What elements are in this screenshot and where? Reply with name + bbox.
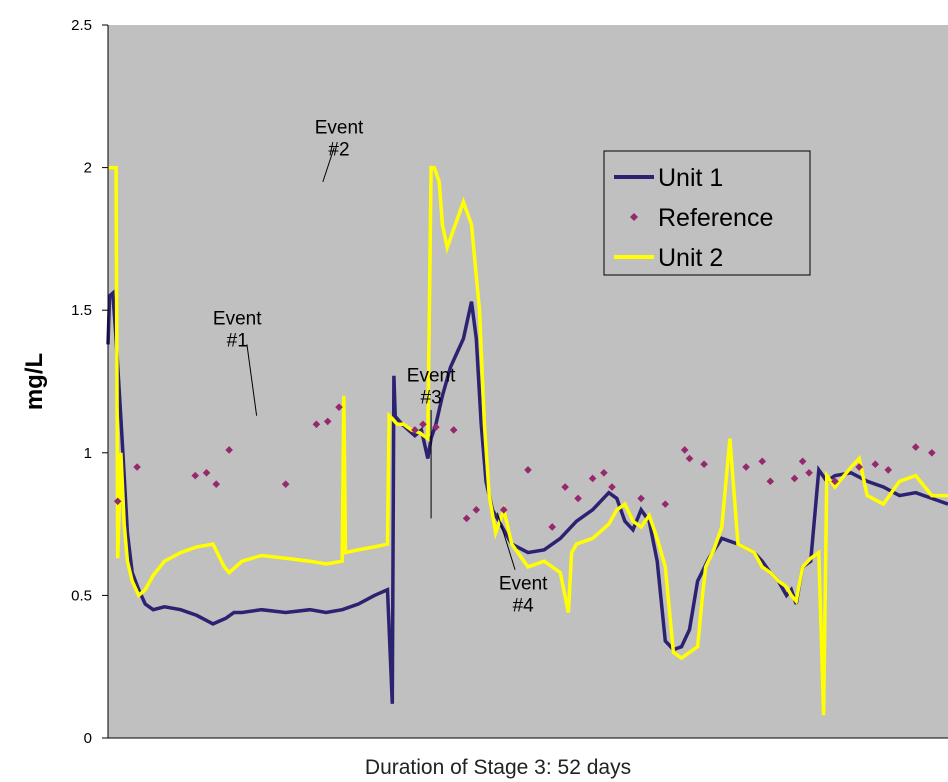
annotation-label: Event #1	[213, 308, 262, 351]
reference-point	[113, 497, 122, 506]
legend-box	[603, 150, 811, 276]
annotation-label: Event #3	[407, 366, 456, 409]
legend-label-unit-2: Unit 2	[658, 244, 723, 272]
reference-point	[212, 480, 221, 488]
series-layer	[106, 165, 948, 716]
reference-point	[411, 426, 419, 434]
reference-point	[312, 420, 321, 429]
annotation-line: Event	[315, 117, 364, 138]
reference-point	[524, 466, 532, 474]
reference-point	[462, 514, 471, 523]
annotation-line: #1	[227, 330, 248, 351]
reference-point	[680, 446, 689, 454]
x-axis-title: Duration of Stage 3: 52 days	[365, 756, 631, 779]
annotation-leader-line	[496, 512, 516, 570]
reference-point	[548, 523, 557, 531]
legend-label-unit-1: Unit 1	[658, 164, 723, 192]
legend-swatch-reference	[630, 213, 638, 221]
legend: Unit 1 Reference Unit 2	[603, 150, 811, 276]
y-tick-label: 0	[84, 730, 92, 747]
reference-point	[419, 420, 427, 429]
reference-point	[281, 480, 290, 488]
reference-point	[871, 460, 880, 469]
y-axis-title: mg/L	[21, 353, 48, 410]
reference-point	[323, 417, 332, 426]
reference-point	[700, 460, 708, 469]
reference-point	[574, 494, 582, 503]
reference-point	[928, 449, 936, 457]
reference-point	[685, 454, 694, 463]
reference-point	[499, 506, 508, 514]
series-line-unit-1	[106, 289, 948, 704]
reference-point	[225, 446, 233, 454]
annotation-leader-line	[246, 344, 258, 416]
legend-label-reference: Reference	[658, 204, 773, 232]
y-tick-label: 1.5	[71, 302, 92, 319]
reference-point	[133, 463, 141, 471]
y-tick-label: 2	[84, 160, 92, 177]
reference-point	[202, 468, 211, 477]
annotation-label: Event #4	[499, 574, 548, 617]
reference-point	[432, 423, 440, 431]
reference-point	[637, 494, 645, 503]
reference-point	[884, 466, 893, 474]
reference-point	[608, 483, 616, 491]
annotation-line: #4	[513, 596, 535, 617]
annotation-line: #2	[328, 139, 349, 160]
annotation-line: #3	[421, 388, 442, 409]
reference-point	[191, 471, 200, 480]
annotation-line: Event	[499, 574, 548, 595]
y-tick-label: 1	[84, 445, 92, 462]
reference-point	[335, 403, 343, 411]
reference-point	[766, 477, 775, 486]
reference-point	[911, 443, 920, 451]
y-tick-label: 2.5	[71, 17, 92, 34]
axis-layer: 0 0.5 1 1.5 2 2.5	[71, 17, 948, 747]
reference-point	[472, 506, 481, 514]
reference-point	[798, 457, 807, 466]
reference-point	[758, 457, 767, 466]
reference-point	[742, 463, 750, 471]
reference-point	[600, 468, 608, 477]
reference-point	[855, 463, 863, 471]
reference-point	[805, 468, 813, 477]
reference-point	[790, 474, 799, 483]
annotation-line: Event	[407, 366, 456, 387]
reference-point	[831, 477, 839, 486]
annotation-line: Event	[213, 308, 262, 329]
y-tick-label: 0.5	[71, 587, 92, 604]
reference-point	[661, 500, 670, 508]
annotation-label: Event #2	[315, 117, 364, 160]
reference-point	[588, 474, 597, 483]
reference-point	[449, 426, 458, 434]
plot-area	[108, 25, 948, 738]
annotation-leader-line	[322, 147, 335, 183]
reference-point	[561, 483, 569, 491]
